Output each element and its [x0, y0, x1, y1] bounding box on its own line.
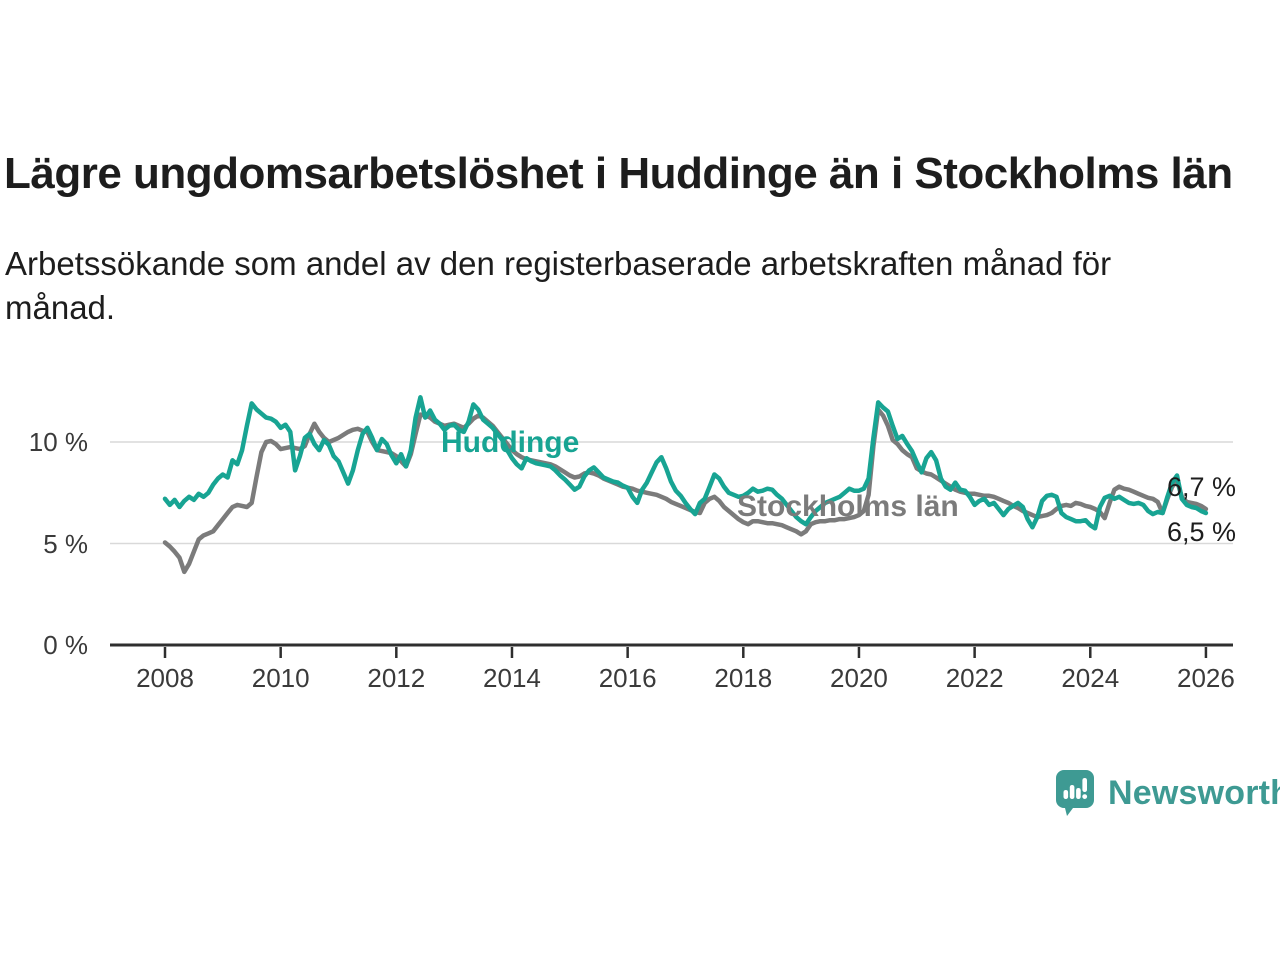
page-title: Lägre ungdomsarbetslöshet i Huddinge än …: [4, 149, 1233, 198]
x-axis-tick-label-2026: 2026: [1177, 663, 1235, 693]
newsworthy-logo: Newsworthy: [1056, 770, 1280, 816]
y-axis-tick-label-0: 0 %: [43, 630, 88, 660]
chart-subtitle: Arbetssökande som andel av den registerb…: [5, 245, 1112, 326]
series-line-huddinge: [162, 395, 1209, 531]
y-axis-tick-label-10: 10 %: [28, 427, 88, 457]
series-line-stockholms-lan: [162, 407, 1209, 575]
x-axis-tick-label-2016: 2016: [598, 663, 657, 693]
logo-bar-3: [1076, 788, 1081, 799]
x-axis-tick-label-2020: 2020: [830, 663, 888, 693]
x-axis-tick-label-2012: 2012: [367, 663, 426, 693]
series-label-huddinge: Huddinge: [441, 426, 580, 459]
end-value-label-huddinge: 6,5 %: [1167, 517, 1237, 547]
logo-exclamation-dot: [1082, 794, 1088, 799]
x-axis-tick-label-2022: 2022: [945, 663, 1004, 693]
x-axis-tick-label-2024: 2024: [1061, 663, 1120, 693]
end-value-label-stockholms-lan: 6,7 %: [1167, 472, 1237, 502]
newsworthy-logo-icon: [1056, 770, 1094, 816]
x-axis-tick-label-2014: 2014: [483, 663, 541, 693]
logo-bar-2: [1069, 785, 1075, 799]
series-label-stockholms-lan: Stockholms län: [737, 490, 959, 523]
newsworthy-wordmark: Newsworthy: [1108, 773, 1280, 812]
logo-bar-1: [1063, 790, 1069, 799]
x-axis-tick-label-2018: 2018: [714, 663, 773, 693]
y-axis-tick-label-5: 5 %: [43, 528, 88, 559]
x-axis-tick-label-2010: 2010: [251, 663, 310, 693]
logo-exclamation-bar: [1082, 778, 1087, 792]
x-axis-tick-label-2008: 2008: [136, 663, 194, 693]
